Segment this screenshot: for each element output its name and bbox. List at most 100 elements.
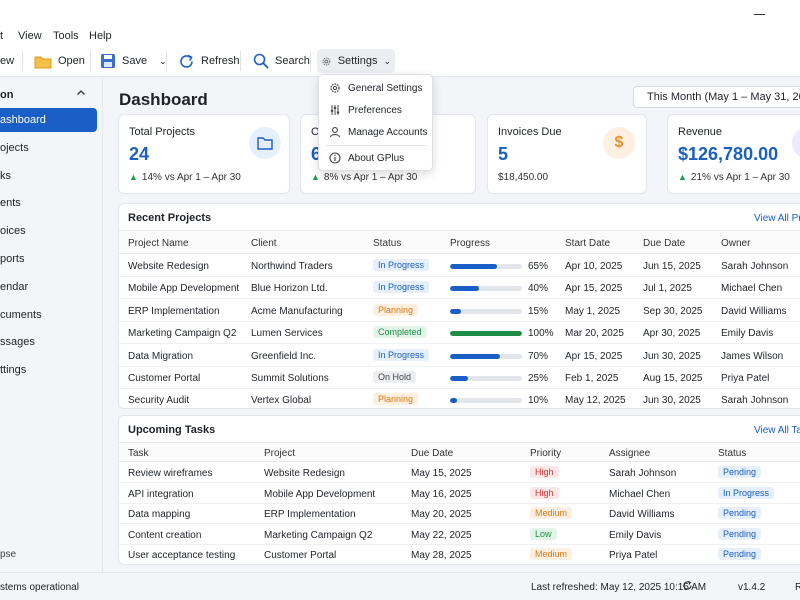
open-button[interactable]: Open	[30, 49, 89, 73]
table-cell: Aug 15, 2025	[643, 373, 703, 384]
sidebar-item-label: endar	[0, 281, 29, 293]
refresh-icon[interactable]	[682, 580, 693, 594]
status-badge: Planning	[373, 303, 419, 316]
table-cell: May 15, 2025	[411, 468, 472, 479]
table-cell: User acceptance testing	[128, 550, 236, 562]
column-header[interactable]: Assignee	[609, 448, 651, 459]
date-range-label: This Month (May 1 – May 31, 2025)	[647, 91, 800, 103]
sidebar-header[interactable]: on	[0, 85, 100, 107]
trend-up-icon: ▲	[678, 172, 687, 182]
table-row[interactable]: Mobile App Development Blue Horizon Ltd. I…	[119, 277, 800, 300]
column-header[interactable]: Owner	[721, 238, 751, 249]
sidebar-item-messages[interactable]: ssages	[0, 330, 97, 354]
table-row[interactable]: Content creation Marketing Campaign Q2 May…	[119, 525, 800, 545]
card-subtext: $18,450.00	[498, 172, 549, 183]
table-cell: Apr 15, 2025	[565, 283, 623, 295]
stat-card-invoices-due[interactable]: Invoices Due 5 $18,450.00 $	[487, 114, 647, 194]
search-button[interactable]: Search	[249, 49, 314, 73]
status-badge: Completed	[373, 326, 427, 339]
settings-button[interactable]: Settings ⌄	[317, 49, 395, 73]
table-row[interactable]: ERP Implementation Acme Manufacturing Plan…	[119, 300, 800, 322]
sidebar-item-calendar[interactable]: endar	[0, 275, 97, 299]
sidebar-item-documents[interactable]: cuments	[0, 303, 97, 327]
chevron-down-icon[interactable]: ⌄	[159, 55, 167, 66]
table-row[interactable]: Review wireframes Website Redesign May 15,…	[119, 463, 800, 483]
card-subtext: ▲ 14% vs Apr 1 – Apr 30	[129, 172, 241, 183]
column-header[interactable]: Due Date	[411, 448, 454, 459]
menu-item-label: About GPlus	[348, 152, 405, 164]
table-cell: Sarah Johnson	[721, 261, 789, 272]
sidebar-item-settings[interactable]: ttings	[0, 358, 97, 382]
card-value: 5	[498, 144, 509, 164]
table-row[interactable]: Data Migration Greenfield Inc. In Progress…	[119, 345, 800, 367]
column-header[interactable]: Client	[251, 238, 277, 249]
column-header[interactable]: Priority	[530, 448, 562, 459]
table-row[interactable]: Data mapping ERP Implementation May 20, 20…	[119, 504, 800, 525]
column-header[interactable]: Task	[128, 448, 149, 459]
app-version: v1.4.2	[738, 582, 766, 593]
column-header[interactable]: Project	[264, 448, 296, 459]
table-cell: May 20, 2025	[411, 509, 472, 521]
table-row[interactable]: Marketing Campaign Q2 Lumen Services Compl…	[119, 322, 800, 345]
save-button[interactable]: Save ⌄	[96, 49, 171, 73]
settings-label: Settings	[337, 55, 378, 67]
menu-item-manage-accounts[interactable]: Manage Accounts	[319, 121, 434, 143]
sidebar-item-label: cuments	[0, 309, 42, 321]
table-cell: Mar 20, 2025	[565, 328, 624, 340]
table-cell: Priya Patel	[721, 373, 770, 384]
progress-bar	[450, 331, 522, 337]
sidebar-item-reports[interactable]: ports	[0, 247, 97, 271]
table-row[interactable]: Customer Portal Summit Solutions On Hold 25…	[119, 367, 800, 389]
sidebar-item-clients[interactable]: ents	[0, 191, 97, 215]
collapse-button[interactable]: pse	[0, 549, 17, 560]
table-cell: Blue Horizon Ltd.	[251, 283, 328, 295]
minimize-button[interactable]	[754, 14, 765, 15]
sidebar-item-dashboard[interactable]: ashboard	[0, 108, 97, 132]
column-header[interactable]: Status	[373, 238, 402, 249]
refresh-button[interactable]: Refresh	[174, 49, 244, 73]
column-header[interactable]: Status	[718, 448, 747, 459]
menu-file[interactable]: t	[0, 30, 4, 42]
user-icon	[329, 127, 341, 138]
stat-card-total-projects[interactable]: Total Projects 24 ▲ 14% vs Apr 1 – Apr 30	[118, 114, 290, 194]
table-cell: 25%	[528, 373, 549, 384]
table-row[interactable]: User acceptance testing Customer Portal Ma…	[119, 545, 800, 564]
table-cell: May 22, 2025	[411, 529, 472, 541]
menu-item-preferences[interactable]: Preferences	[319, 99, 434, 121]
title-bar	[0, 0, 800, 30]
system-status: stems operational	[0, 582, 79, 593]
view-all-tasks-link[interactable]: View All Tas	[754, 425, 800, 436]
table-row[interactable]: API integration Mobile App Development May…	[119, 484, 800, 504]
table-cell: 40%	[528, 283, 549, 295]
new-button[interactable]: ew	[0, 49, 18, 73]
menu-tools[interactable]: Tools	[53, 30, 79, 42]
menu-help[interactable]: Help	[89, 30, 112, 42]
view-all-projects-link[interactable]: View All Pro	[754, 213, 800, 224]
column-header[interactable]: Project Name	[128, 238, 189, 249]
sidebar-header-label: on	[0, 89, 14, 101]
status-badge: In Progress	[373, 281, 430, 294]
table-row[interactable]: Website Redesign Northwind Traders In Prog…	[119, 255, 800, 277]
menu-view[interactable]: View	[18, 30, 42, 42]
date-range-picker[interactable]: This Month (May 1 – May 31, 2025)	[633, 86, 800, 108]
recent-projects-panel: Recent Projects View All Pro Project Nam…	[118, 203, 800, 409]
sidebar-item-invoices[interactable]: oices	[0, 219, 97, 243]
chevron-down-icon: ⌄	[383, 55, 391, 66]
table-cell: May 1, 2025	[565, 305, 621, 317]
info-icon	[329, 152, 341, 164]
column-header[interactable]: Progress	[450, 238, 491, 249]
progress-fill	[450, 331, 522, 337]
priority-badge: High	[530, 486, 559, 499]
column-header[interactable]: Due Date	[643, 238, 686, 249]
column-header[interactable]: Start Date	[565, 238, 611, 249]
sidebar-item-projects[interactable]: ojects	[0, 136, 97, 160]
sidebar-item-label: ents	[0, 197, 21, 209]
table-row[interactable]: Security Audit Vertex Global Planning 10% Ma…	[119, 389, 800, 408]
table-cell: 100%	[528, 328, 554, 340]
table-cell: Content creation	[128, 529, 202, 541]
sidebar-item-tasks[interactable]: ks	[0, 164, 97, 188]
menu-item-general-settings[interactable]: General Settings	[319, 77, 434, 99]
table-cell: Data mapping	[128, 509, 191, 521]
stat-card-revenue[interactable]: Revenue $126,780.00 ▲ 21% vs Apr 1 – Apr …	[667, 114, 800, 194]
menu-item-about[interactable]: About GPlus	[319, 147, 434, 169]
